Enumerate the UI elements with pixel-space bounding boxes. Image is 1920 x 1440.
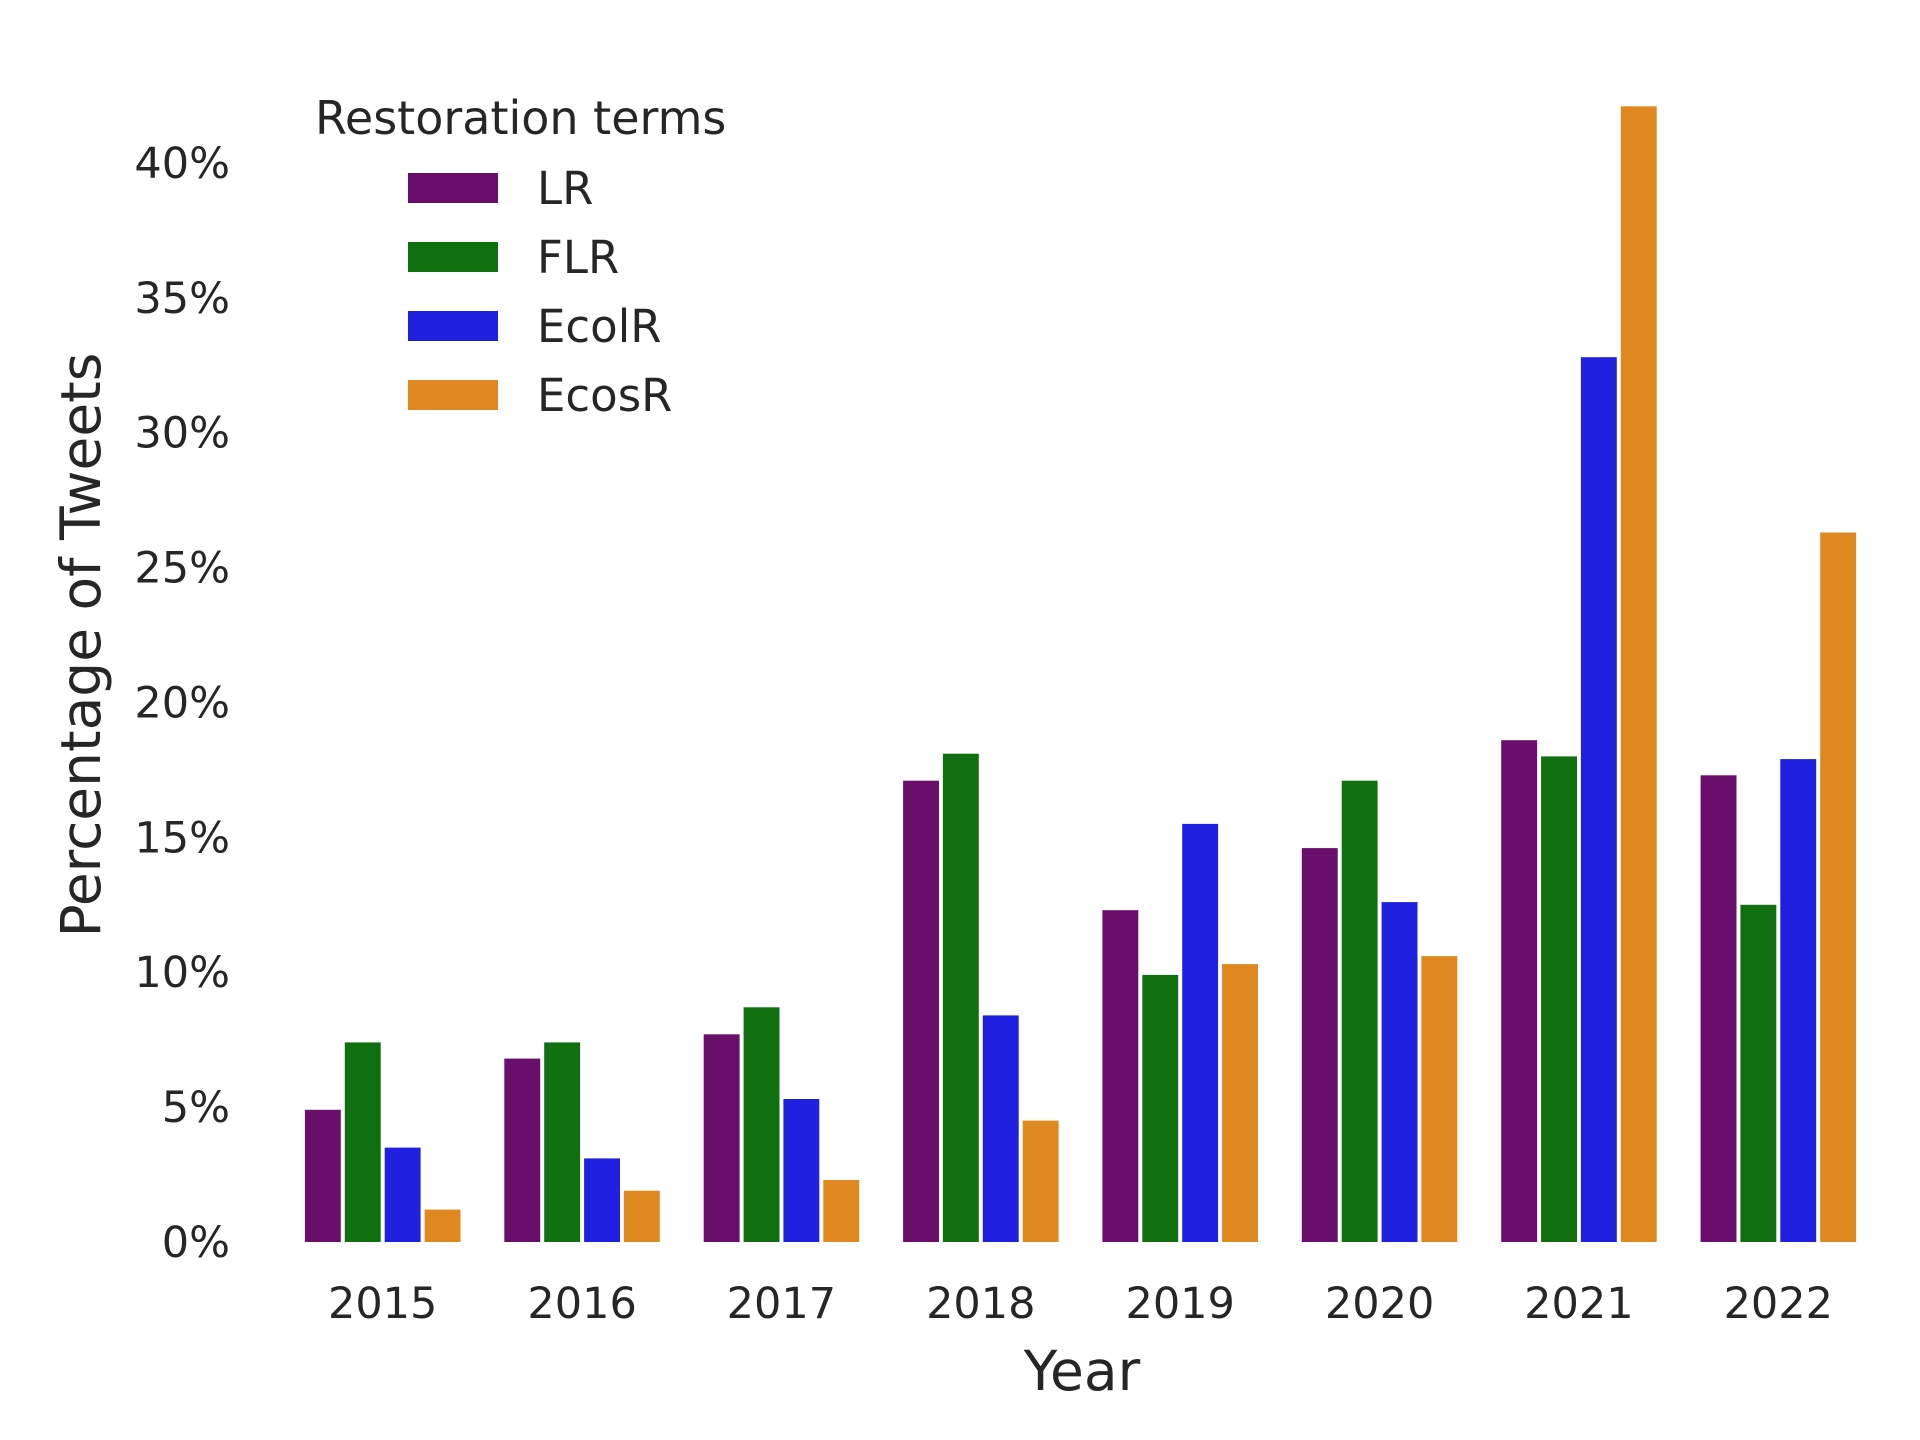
- bar-lr-2018: [903, 780, 939, 1242]
- y-tick-label: 40%: [134, 139, 230, 189]
- bar-ecolr-2015: [384, 1147, 421, 1242]
- bar-ecosr-2017: [823, 1180, 860, 1242]
- legend-swatch-lr: [408, 173, 498, 203]
- y-axis-title: Percentage of Tweets: [49, 353, 113, 938]
- legend-label-ecosr: EcosR: [537, 369, 672, 422]
- y-tick-label: 30%: [134, 409, 230, 459]
- y-tick-label: 5%: [162, 1083, 230, 1133]
- x-tick-label: 2015: [328, 1279, 437, 1329]
- legend: Restoration terms LR FLR EcolR EcosR: [315, 91, 726, 422]
- bar-flr-2021: [1541, 756, 1577, 1242]
- bar-ecosr-2022: [1820, 532, 1857, 1242]
- x-tick-label: 2022: [1724, 1279, 1833, 1329]
- bars-group: [304, 106, 1857, 1242]
- bar-flr-2020: [1341, 780, 1378, 1242]
- bar-ecolr-2021: [1580, 357, 1617, 1242]
- bar-lr-2017: [703, 1034, 740, 1242]
- bar-ecolr-2022: [1780, 759, 1817, 1242]
- bar-flr-2017: [743, 1007, 780, 1242]
- y-tick-label: 35%: [134, 274, 230, 324]
- legend-label-flr: FLR: [537, 231, 619, 284]
- bar-ecosr-2016: [623, 1190, 660, 1242]
- x-tick-label: 2019: [1125, 1279, 1234, 1329]
- bar-ecolr-2017: [783, 1099, 820, 1242]
- bar-flr-2015: [344, 1042, 381, 1242]
- x-axis-title: Year: [1023, 1339, 1141, 1403]
- bar-ecolr-2019: [1182, 823, 1219, 1242]
- bar-lr-2015: [304, 1109, 341, 1242]
- bar-flr-2019: [1142, 974, 1179, 1242]
- bar-flr-2016: [544, 1042, 581, 1242]
- bar-lr-2022: [1700, 775, 1737, 1242]
- y-tick-label: 0%: [162, 1218, 230, 1268]
- legend-label-ecolr: EcolR: [537, 300, 661, 353]
- y-tick-label: 25%: [134, 544, 230, 594]
- y-tick-label: 15%: [134, 813, 230, 863]
- bar-ecosr-2020: [1421, 956, 1458, 1242]
- legend-title: Restoration terms: [315, 91, 726, 145]
- x-tick-label: 2018: [926, 1279, 1035, 1329]
- y-axis-ticks: 0% 5% 10% 15% 20% 25% 30% 35% 40%: [134, 139, 230, 1268]
- bar-lr-2019: [1102, 910, 1139, 1242]
- legend-label-lr: LR: [537, 162, 593, 215]
- bar-flr-2022: [1740, 904, 1777, 1242]
- legend-swatch-flr: [408, 242, 498, 272]
- bar-lr-2016: [504, 1058, 541, 1242]
- x-tick-label: 2020: [1325, 1279, 1434, 1329]
- bar-lr-2020: [1301, 848, 1338, 1242]
- bar-flr-2018: [942, 753, 979, 1242]
- bar-ecosr-2019: [1222, 964, 1258, 1242]
- x-tick-label: 2016: [527, 1279, 636, 1329]
- bar-ecosr-2015: [424, 1209, 461, 1242]
- x-axis-ticks: 2015 2016 2017 2018 2019 2020 2021 2022: [328, 1279, 1833, 1329]
- y-tick-label: 20%: [134, 679, 230, 729]
- bar-ecolr-2018: [982, 1015, 1019, 1242]
- bar-ecolr-2016: [584, 1158, 620, 1242]
- bar-ecolr-2020: [1381, 902, 1418, 1242]
- y-tick-label: 10%: [134, 948, 230, 998]
- legend-swatch-ecolr: [408, 311, 498, 341]
- x-tick-label: 2017: [727, 1279, 836, 1329]
- bar-ecosr-2021: [1620, 106, 1657, 1242]
- legend-swatch-ecosr: [408, 380, 498, 410]
- x-tick-label: 2021: [1524, 1279, 1633, 1329]
- bar-lr-2021: [1501, 740, 1538, 1242]
- bar-ecosr-2018: [1022, 1120, 1059, 1242]
